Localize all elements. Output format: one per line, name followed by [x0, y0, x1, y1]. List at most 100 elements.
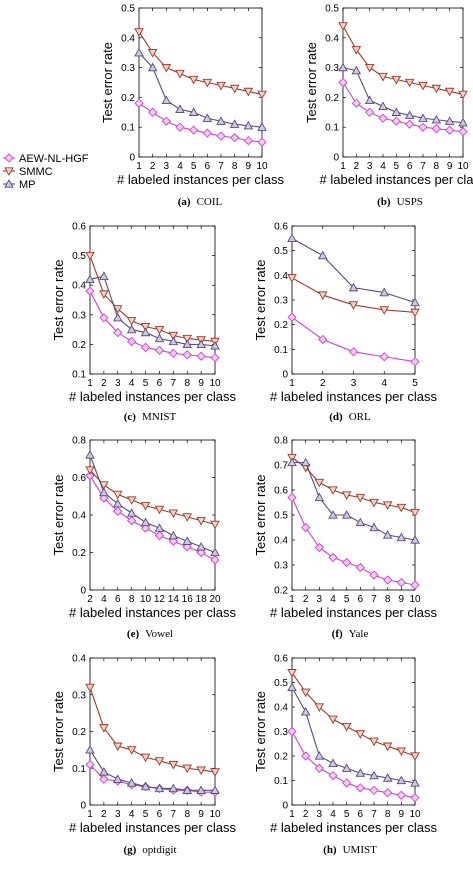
y-tick-label: 0.3 — [121, 63, 135, 74]
data-point-mp — [99, 766, 109, 776]
data-point-mp — [154, 523, 165, 532]
y-tick-label: 0.1 — [72, 370, 86, 381]
data-point-smmc — [369, 498, 379, 508]
series-mp — [287, 233, 420, 307]
data-point-smmc — [99, 481, 109, 490]
data-point-aew-nl-hgf — [355, 783, 365, 793]
x-tick-label: 10 — [209, 378, 221, 389]
panel-yale: 0.2 0.3 0.4 0.5 0.6 0.7 0.8 1 2 3 4 5 6 7 8 9 10# labele… — [253, 436, 437, 641]
x-tick-label: 8 — [232, 161, 238, 172]
panel-caption: (d) ORL — [329, 411, 371, 423]
x-axis-label: # labeled instances per class — [270, 605, 437, 620]
y-tick-label: 0.4 — [72, 654, 86, 665]
x-tick-label: 3 — [115, 809, 121, 820]
data-point-mp — [126, 778, 137, 787]
legend-marker — [4, 167, 14, 176]
x-axis-label: # labeled instances per class — [270, 820, 437, 835]
y-tick-label: 0.2 — [121, 93, 135, 104]
data-point-mp — [378, 101, 388, 110]
data-point-smmc — [210, 768, 220, 777]
data-point-aew-nl-hgf — [405, 119, 415, 129]
data-point-mp — [196, 785, 206, 794]
dataset-name: COIL — [197, 196, 223, 208]
data-point-mp — [410, 778, 420, 787]
x-tick-label: 6 — [115, 594, 121, 605]
data-point-mp — [168, 336, 179, 346]
y-tick-label: 0.4 — [121, 33, 135, 44]
y-tick-label: 0.6 — [72, 473, 86, 484]
y-tick-label: 0.4 — [274, 703, 288, 714]
legend-entry-aew-nl-hgf: AEW-NL-HGF — [3, 153, 89, 165]
data-point-mp — [126, 324, 137, 334]
x-tick-label: 8 — [184, 378, 190, 389]
data-point-mp — [182, 339, 192, 349]
series-aew-nl-hgf — [85, 286, 220, 363]
dataset-name: UMIST — [343, 844, 378, 856]
data-point-aew-nl-hgf — [161, 116, 171, 126]
y-tick-label: 0 — [282, 370, 288, 381]
panel-umist: 0 0.1 0.2 0.3 0.4 0.5 0.6 1 2 3 4 5 6 7 8 9 10# labeled … — [253, 654, 437, 857]
data-point-mp — [154, 783, 165, 793]
data-point-aew-nl-hgf — [348, 347, 359, 357]
data-point-smmc — [458, 90, 468, 100]
x-tick-label: 7 — [171, 809, 177, 820]
data-point-mp — [168, 530, 179, 540]
panel-optdigit: 0 0.1 0.2 0.3 0.4 1 2 3 4 5 6 7 8 9 10# labeled instan… — [51, 654, 236, 857]
data-point-aew-nl-hgf — [287, 492, 297, 503]
data-point-aew-nl-hgf — [383, 788, 393, 798]
data-point-smmc — [113, 742, 123, 752]
data-point-mp — [404, 110, 415, 119]
y-tick-label: 0.4 — [325, 33, 339, 44]
x-tick-label: 8 — [385, 594, 391, 605]
x-tick-label: 5 — [191, 161, 197, 172]
data-point-aew-nl-hgf — [230, 132, 240, 143]
series-line-mp — [342, 67, 464, 124]
data-point-smmc — [379, 306, 390, 315]
data-point-aew-nl-hgf — [314, 763, 324, 773]
data-point-mp — [410, 297, 420, 307]
data-point-mp — [287, 457, 297, 467]
panel-caption: (e) Vowel — [127, 628, 173, 640]
data-point-smmc — [113, 305, 123, 314]
y-tick-label: 0.3 — [274, 727, 288, 738]
x-tick-label: 3 — [164, 161, 170, 172]
x-axis-label: # labeled instances per class — [69, 820, 236, 835]
data-point-mp — [314, 751, 325, 760]
x-axis-label: # labeled instances per class — [117, 172, 284, 187]
data-point-mp — [300, 706, 311, 716]
x-tick-label: 2 — [150, 161, 156, 172]
legend-marker — [4, 153, 14, 163]
data-point-smmc — [126, 317, 137, 326]
x-tick-label: 4 — [177, 161, 183, 172]
data-point-mp — [458, 117, 468, 127]
x-tick-label: 4 — [129, 809, 135, 820]
data-point-mp — [391, 107, 402, 116]
x-tick-label: 10 — [457, 161, 469, 172]
data-point-smmc — [140, 322, 151, 332]
panel-letter: (f) — [332, 628, 343, 640]
data-point-aew-nl-hgf — [391, 116, 401, 126]
data-point-smmc — [444, 87, 455, 97]
legend-marker — [4, 179, 14, 188]
x-tick-label: 2 — [303, 809, 309, 820]
dataset-name: Yale — [349, 628, 369, 640]
data-point-smmc — [168, 509, 179, 519]
data-point-smmc — [126, 496, 137, 505]
series-smmc — [134, 28, 267, 100]
series-smmc — [287, 274, 420, 318]
data-point-smmc — [182, 513, 192, 522]
series-line-mp — [291, 237, 416, 303]
x-tick-label: 4 — [381, 378, 387, 389]
data-point-aew-nl-hgf — [113, 327, 123, 338]
data-point-smmc — [328, 715, 338, 725]
panel-letter: (e) — [127, 628, 140, 640]
panel-letter: (h) — [323, 844, 337, 856]
data-point-mp — [113, 498, 123, 508]
data-point-mp — [328, 510, 338, 519]
data-point-smmc — [182, 764, 192, 774]
y-tick-label: 0.5 — [121, 4, 135, 15]
data-point-mp — [348, 282, 359, 292]
data-point-aew-nl-hgf — [410, 580, 420, 590]
data-point-smmc — [317, 291, 328, 300]
x-tick-label: 7 — [420, 161, 426, 172]
